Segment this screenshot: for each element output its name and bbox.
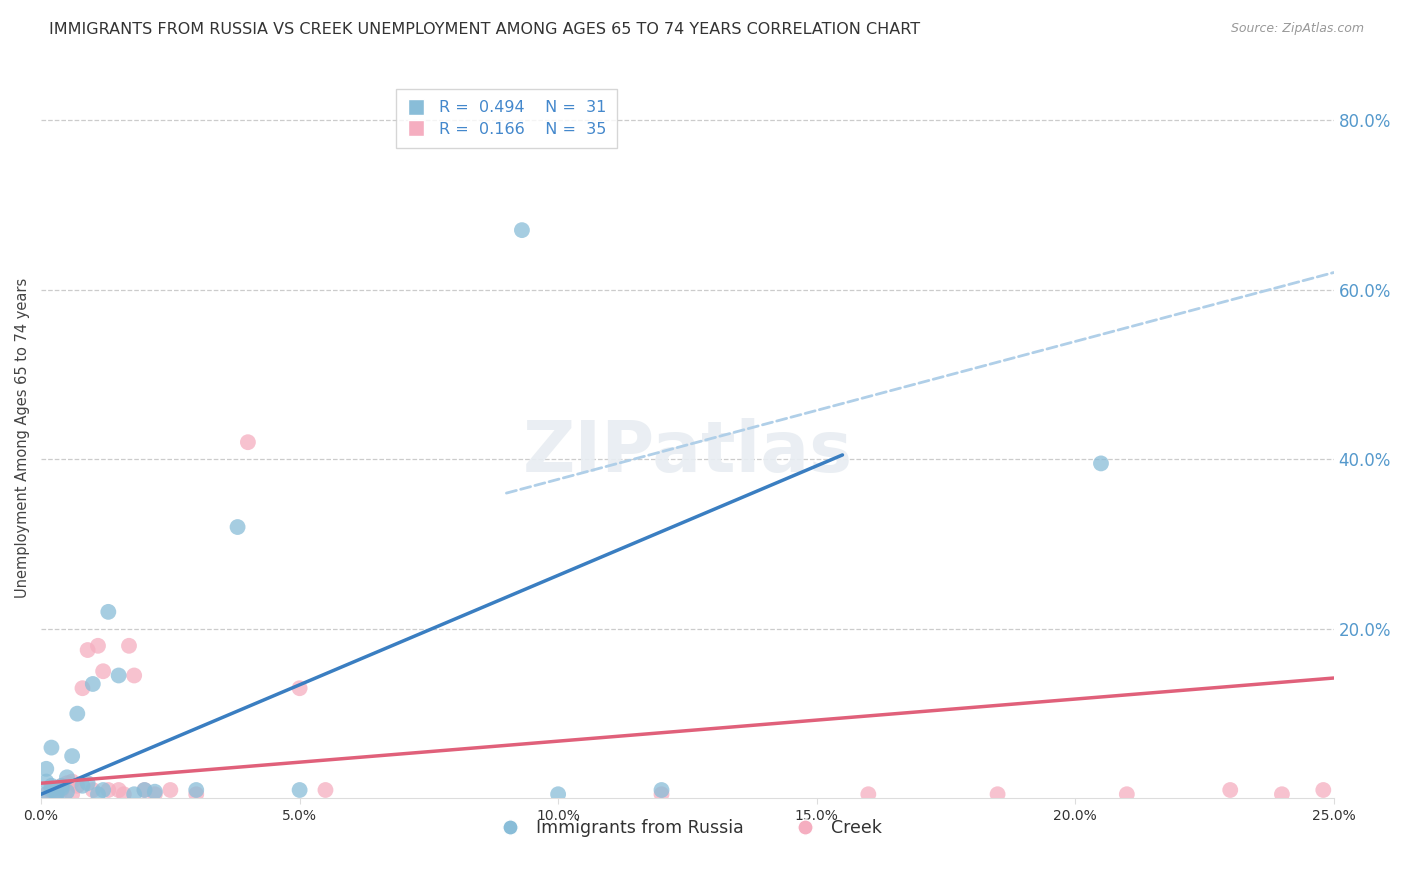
Point xyxy=(226,520,249,534)
Point xyxy=(858,787,880,801)
Point xyxy=(1090,457,1112,471)
Point xyxy=(56,770,79,784)
Point xyxy=(122,668,145,682)
Point xyxy=(112,787,135,801)
Point xyxy=(547,787,569,801)
Point xyxy=(45,785,67,799)
Point xyxy=(143,785,166,799)
Point xyxy=(60,787,83,801)
Point xyxy=(1115,787,1137,801)
Point xyxy=(651,787,673,801)
Point xyxy=(91,783,114,797)
Point xyxy=(41,781,63,796)
Point xyxy=(87,639,110,653)
Point xyxy=(1219,783,1241,797)
Point xyxy=(143,787,166,801)
Point xyxy=(651,783,673,797)
Point xyxy=(66,779,89,793)
Point xyxy=(41,783,63,797)
Point xyxy=(91,665,114,679)
Point xyxy=(97,783,120,797)
Point xyxy=(45,787,67,801)
Point xyxy=(314,783,336,797)
Point xyxy=(122,787,145,801)
Point xyxy=(186,783,208,797)
Point xyxy=(45,783,67,797)
Point xyxy=(51,783,73,797)
Point xyxy=(510,223,533,237)
Point xyxy=(186,787,208,801)
Point xyxy=(76,776,98,790)
Point xyxy=(41,785,63,799)
Point xyxy=(51,779,73,793)
Point xyxy=(41,779,63,793)
Point xyxy=(82,783,104,797)
Point xyxy=(51,781,73,796)
Point xyxy=(288,681,311,696)
Point xyxy=(56,776,79,790)
Text: ZIPatlas: ZIPatlas xyxy=(522,417,852,487)
Point xyxy=(66,706,89,721)
Point xyxy=(35,787,58,801)
Point xyxy=(107,668,129,682)
Y-axis label: Unemployment Among Ages 65 to 74 years: Unemployment Among Ages 65 to 74 years xyxy=(15,277,30,599)
Legend: Immigrants from Russia, Creek: Immigrants from Russia, Creek xyxy=(486,812,889,844)
Point xyxy=(35,787,58,801)
Text: IMMIGRANTS FROM RUSSIA VS CREEK UNEMPLOYMENT AMONG AGES 65 TO 74 YEARS CORRELATI: IMMIGRANTS FROM RUSSIA VS CREEK UNEMPLOY… xyxy=(49,22,921,37)
Point xyxy=(60,774,83,789)
Point xyxy=(51,779,73,793)
Text: Source: ZipAtlas.com: Source: ZipAtlas.com xyxy=(1230,22,1364,36)
Point xyxy=(41,740,63,755)
Point xyxy=(56,785,79,799)
Point xyxy=(97,605,120,619)
Point xyxy=(236,435,259,450)
Point xyxy=(35,762,58,776)
Point xyxy=(159,783,181,797)
Point xyxy=(1271,787,1294,801)
Point xyxy=(987,787,1010,801)
Point xyxy=(76,643,98,657)
Point xyxy=(87,787,110,801)
Point xyxy=(134,783,156,797)
Point xyxy=(45,787,67,801)
Point xyxy=(107,783,129,797)
Point xyxy=(35,774,58,789)
Point xyxy=(288,783,311,797)
Point xyxy=(82,677,104,691)
Point xyxy=(118,639,141,653)
Point xyxy=(72,681,94,696)
Point xyxy=(134,783,156,797)
Point xyxy=(60,749,83,764)
Point xyxy=(72,779,94,793)
Point xyxy=(1312,783,1334,797)
